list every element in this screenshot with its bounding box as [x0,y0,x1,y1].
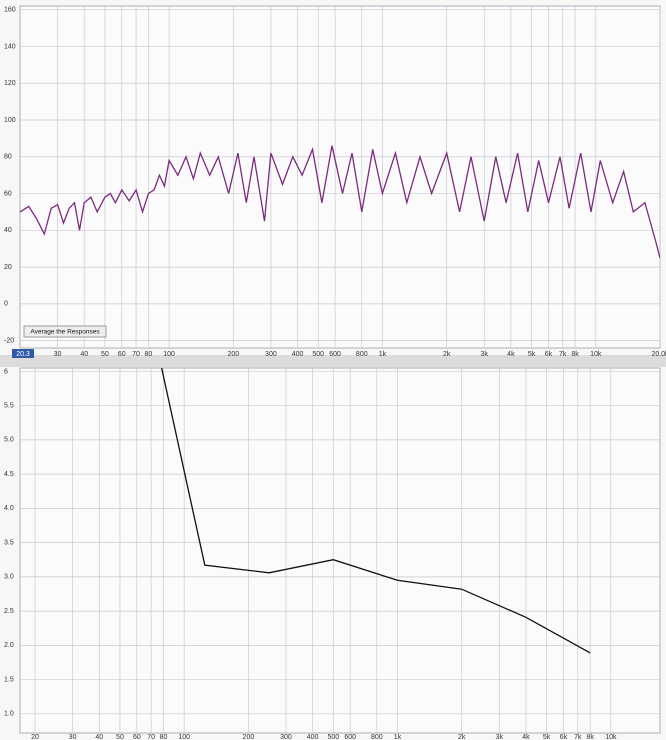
x-tick-label: 400 [307,734,319,740]
x-tick-label: 500 [327,734,339,740]
y-tick-label: 160 [4,7,16,14]
y-tick-label: 5.0 [4,437,14,444]
y-tick-label: 40 [4,227,12,234]
x-tick-label: 100 [163,351,175,358]
cursor-label: 20.3 [16,351,30,358]
x-tick-label: 400 [292,351,304,358]
x-tick-label: 100 [178,734,190,740]
x-tick-label: 1k [379,351,387,358]
x-tick-label: 80 [160,734,168,740]
x-tick-label: 200 [243,734,255,740]
x-tick-label: 800 [356,351,368,358]
x-tick-label: 300 [280,734,292,740]
y-tick-label: 80 [4,154,12,161]
x-tick-label: 1k [394,734,402,740]
x-tick-label: 2k [458,734,466,740]
x-tick-label: 10k [590,351,602,358]
x-tick-label: 80 [145,351,153,358]
x-tick-label: 4k [507,351,515,358]
x-tick-label: 300 [265,351,277,358]
x-tick-label: 50 [101,351,109,358]
x-tick-label: 60 [118,351,126,358]
x-tick-label: 7k [574,734,582,740]
x-tick-label: 600 [329,351,341,358]
x-tick-label: 5k [528,351,536,358]
x-tick-label: 6k [545,351,553,358]
y-tick-label: 3.5 [4,539,14,546]
x-tick-label: 800 [371,734,383,740]
x-tick-label: 600 [344,734,356,740]
x-tick-label: 4k [522,734,530,740]
y-tick-label: 20 [4,264,12,271]
x-tick-label: 8k [571,351,579,358]
x-tick-label: 3k [481,351,489,358]
y-tick-label: 1.0 [4,711,14,718]
y-tick-label: 2.0 [4,642,14,649]
x-tick-label: 5k [543,734,551,740]
x-tick-label: 30 [54,351,62,358]
x-tick-label: 8k [586,734,594,740]
y-tick-label: 3.0 [4,574,14,581]
screenshot: -20 0 20 40 60 80 100 120 140 160 30 40 50 60 70 80 100 2… [0,0,666,740]
y-tick-label: 6 [4,368,8,375]
y-tick-label: 120 [4,80,16,87]
x-tick-label: 70 [147,734,155,740]
x-tick-label: 20.0k [651,351,666,358]
x-tick-label: 60 [133,734,141,740]
x-tick-label: 7k [559,351,567,358]
x-tick-label: 20 [31,734,39,740]
x-tick-label: 30 [69,734,77,740]
x-tick-label: 2k [443,351,451,358]
x-tick-label: 200 [227,351,239,358]
x-tick-label: 50 [116,734,124,740]
x-tick-label: 6k [560,734,568,740]
y-tick-label: 5.5 [4,403,14,410]
y-tick-label: -20 [4,337,14,344]
x-tick-label: 500 [312,351,324,358]
y-tick-label: 1.5 [4,676,14,683]
average-button[interactable]: Average the Responses [24,326,106,337]
y-tick-label: 60 [4,190,12,197]
plot-area [20,368,660,733]
y-tick-label: 2.5 [4,608,14,615]
x-tick-label: 70 [132,351,140,358]
x-tick-label: 3k [496,734,504,740]
x-tick-label: 10k [605,734,617,740]
y-tick-label: 4.0 [4,505,14,512]
x-tick-label: 40 [95,734,103,740]
x-tick-label: 40 [80,351,88,358]
y-tick-label: 0 [4,301,8,308]
button-label: Average the Responses [30,329,100,336]
y-tick-label: 4.5 [4,471,14,478]
y-tick-label: 100 [4,117,16,124]
y-tick-label: 140 [4,43,16,50]
